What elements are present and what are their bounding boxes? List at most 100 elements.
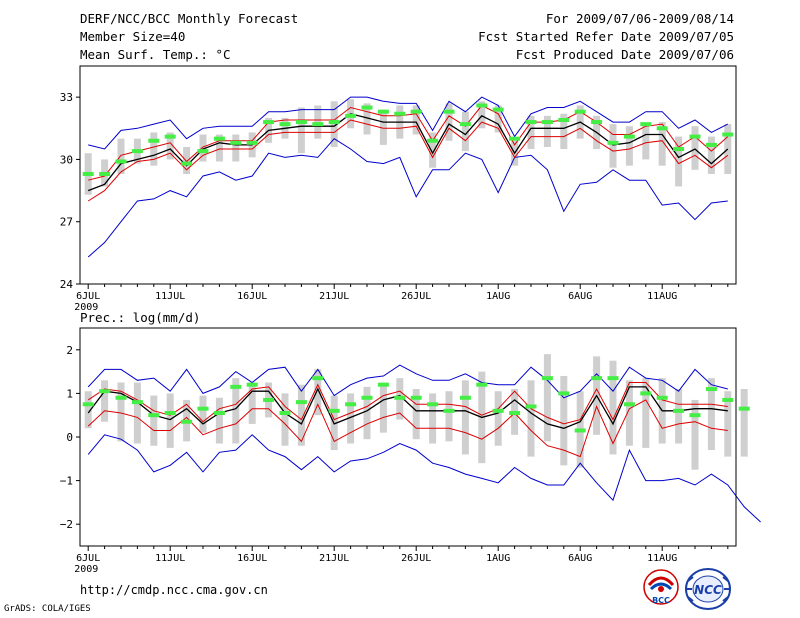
y-tick-label: 2 [66,344,73,357]
median-marker-3 [115,159,127,164]
year-label: 2009 [74,302,98,313]
median-marker-26 [492,107,504,112]
spread-bar-2 [101,380,109,422]
spread-bar-17 [347,393,355,444]
y-tick-label: 27 [60,216,73,229]
median-marker-15 [312,122,324,127]
median-marker-40 [722,397,734,402]
median-marker-17 [345,402,357,407]
spread-bar-18 [363,386,371,440]
median-marker-11 [246,140,258,145]
spread-bar-3 [117,138,125,174]
start-date-label: Fcst Started Refer Date 2009/07/05 [478,29,734,44]
spread-bar-29 [543,115,551,147]
member-size-label: Member Size=40 [80,29,186,44]
median-marker-6 [164,134,176,139]
spread-bar-38 [691,399,699,470]
median-marker-23 [443,109,455,114]
ncc-logo-text: NCC [694,583,722,597]
median-marker-31 [574,428,586,433]
median-marker-7 [181,161,193,166]
spread-bar-11 [248,382,256,424]
median-marker-7 [181,419,193,424]
median-marker-28 [525,120,537,125]
median-marker-24 [459,395,471,400]
x-tick-label: 21JUL [319,553,349,564]
x-tick-label: 6JUL [76,553,100,564]
median-marker-34 [623,134,635,139]
median-marker-33 [607,140,619,145]
ncc-logo: NCC [684,567,732,611]
x-tick-label: 16JUL [237,553,267,564]
series-line-mean [87,113,729,192]
median-marker-13 [279,122,291,127]
series-line-mean [87,386,728,429]
source-url[interactable]: http://cmdp.ncc.cma.gov.cn [80,583,268,597]
median-marker-17 [345,113,357,118]
median-marker-27 [509,136,521,141]
spread-bar-16 [330,101,338,147]
median-marker-30 [558,117,570,122]
series-line-lower-ci [87,399,728,458]
spread-bar-36 [658,122,666,166]
spread-bar-23 [445,103,453,141]
spread-bar-30 [560,113,568,150]
spread-bar-19 [379,109,387,145]
spread-bar-23 [445,391,453,442]
median-marker-8 [197,406,209,411]
median-marker-37 [673,408,685,413]
spread-bar-3 [117,382,125,442]
y-tick-label: 0 [66,431,73,444]
spread-bar-40 [724,391,732,457]
series-line-max [87,364,728,399]
forecast-period: For 2009/07/06-2009/08/14 [545,11,734,26]
spread-bar-19 [379,382,387,433]
median-marker-2 [99,171,111,176]
median-marker-26 [492,408,504,413]
median-marker-34 [623,402,635,407]
spread-bar-9 [215,397,223,444]
median-marker-4 [131,149,143,154]
median-marker-32 [591,376,603,381]
spread-bar-10 [232,134,240,162]
median-marker-29 [541,376,553,381]
median-marker-12 [263,397,275,402]
median-marker-3 [115,395,127,400]
x-tick-label: 26JUL [401,291,431,302]
median-marker-35 [640,391,652,396]
spread-bar-22 [429,132,437,168]
x-tick-label: 1AUG [486,291,510,302]
series-line-min [87,434,761,523]
median-marker-41 [738,406,750,411]
median-marker-21 [410,109,422,114]
spread-bar-33 [609,360,617,455]
median-marker-15 [312,376,324,381]
spread-bar-28 [527,380,535,457]
median-marker-39 [705,142,717,147]
spread-bar-39 [707,136,715,174]
median-marker-13 [279,411,291,416]
median-marker-4 [131,400,143,405]
median-marker-33 [607,376,619,381]
median-marker-16 [328,408,340,413]
spread-bar-6 [166,393,174,448]
median-marker-27 [509,411,521,416]
median-marker-31 [574,109,586,114]
median-marker-25 [476,382,488,387]
spread-bar-30 [560,375,568,466]
grads-credit: GrADS: COLA/IGES [4,604,91,614]
spread-bar-18 [363,103,371,135]
median-marker-38 [689,413,701,418]
x-tick-label: 16JUL [237,291,267,302]
median-marker-20 [394,395,406,400]
median-marker-25 [476,103,488,108]
series-line-upper-ci [88,104,729,181]
y-tick-label: −2 [60,518,73,531]
bcc-logo-text: BCC [652,596,670,605]
x-tick-label: 11AUG [647,553,677,564]
median-marker-11 [246,382,258,387]
variable-label: Mean Surf. Temp.: °C [80,47,231,62]
median-marker-23 [443,408,455,413]
median-marker-18 [361,105,373,110]
